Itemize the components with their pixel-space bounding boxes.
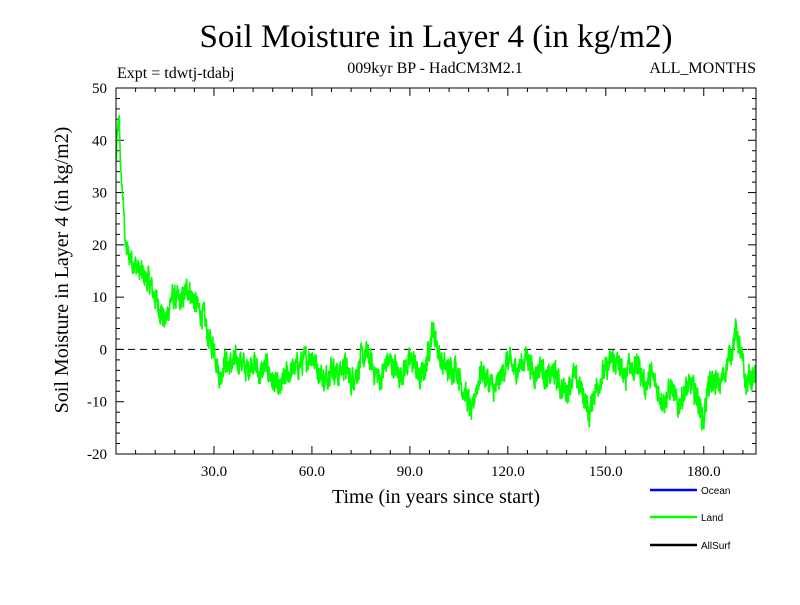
x-tick-label: 150.0 bbox=[589, 464, 623, 480]
y-tick-label: 50 bbox=[92, 81, 107, 97]
legend-item-land: Land bbox=[650, 513, 723, 524]
chart-title: Soil Moisture in Layer 4 (in kg/m2) bbox=[200, 19, 673, 55]
y-tick-label: 20 bbox=[92, 238, 107, 254]
x-tick-label: 180.0 bbox=[687, 464, 721, 480]
y-tick-label: 10 bbox=[92, 290, 107, 306]
subtitle-months: ALL_MONTHS bbox=[649, 60, 756, 77]
x-tick-label: 60.0 bbox=[299, 464, 325, 480]
y-tick-label: 0 bbox=[100, 342, 108, 358]
x-tick-label: 120.0 bbox=[491, 464, 525, 480]
legend-item-allsurf: AllSurf bbox=[650, 541, 731, 552]
x-tick-label: 30.0 bbox=[201, 464, 227, 480]
plot-frame bbox=[115, 87, 757, 455]
legend-label-ocean: Ocean bbox=[701, 486, 730, 497]
y-tick-label: 40 bbox=[92, 133, 107, 149]
subtitle-expt: Expt = tdwtj-tdabj bbox=[117, 65, 234, 82]
y-tick-label: -10 bbox=[87, 395, 107, 411]
legend-label-allsurf: AllSurf bbox=[701, 541, 731, 552]
x-axis-label: Time (in years since start) bbox=[332, 486, 540, 508]
legend-item-ocean: Ocean bbox=[650, 486, 730, 497]
legend-label-land: Land bbox=[701, 513, 723, 524]
subtitle-run: 009kyr BP - HadCM3M2.1 bbox=[347, 60, 522, 77]
y-tick-label: -20 bbox=[87, 447, 107, 463]
y-tick-label: 30 bbox=[92, 186, 107, 202]
legend: Ocean Land AllSurf bbox=[650, 486, 731, 552]
x-tick-label: 90.0 bbox=[397, 464, 423, 480]
y-tick-labels: -20 -10 0 10 20 30 40 50 bbox=[87, 81, 107, 463]
x-tick-labels: 30.0 60.0 90.0 120.0 150.0 180.0 bbox=[201, 464, 721, 480]
y-axis-label: Soil Moisture in Layer 4 (in kg/m2) bbox=[51, 127, 73, 414]
land-series-line bbox=[115, 114, 757, 431]
